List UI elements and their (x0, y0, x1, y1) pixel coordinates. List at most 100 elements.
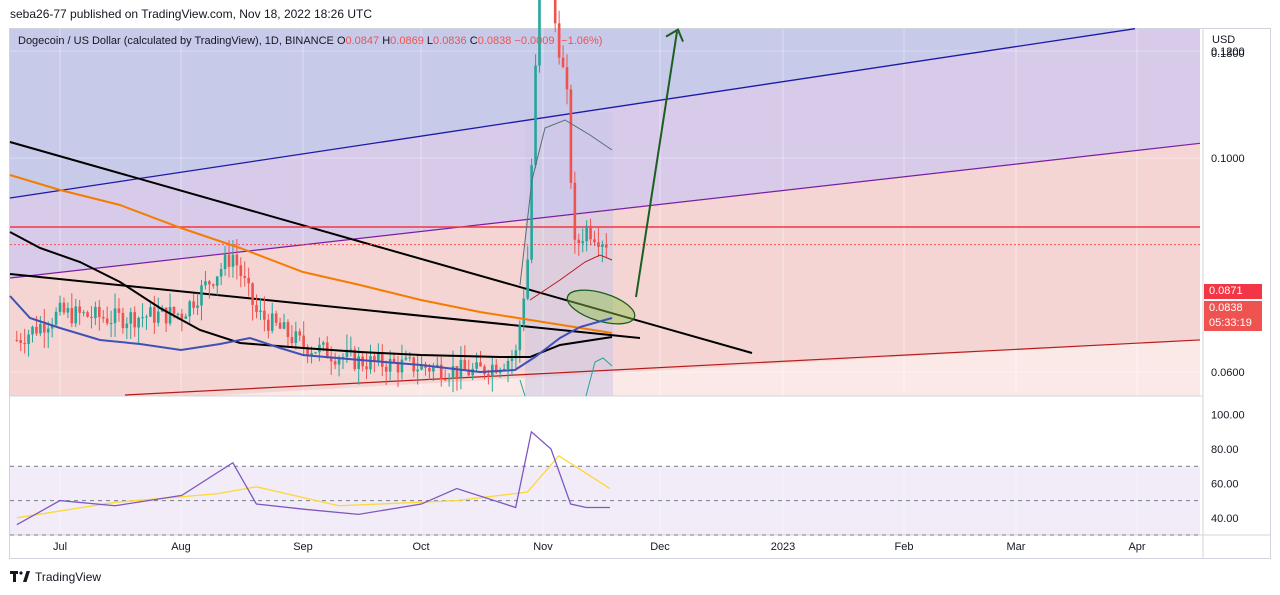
candle-body (451, 366, 455, 379)
candle-body (278, 322, 282, 329)
candle-body (314, 352, 317, 354)
time-tick-label: Nov (533, 541, 553, 553)
candle-body (172, 307, 176, 314)
bollinger-upper (519, 119, 613, 286)
candle-body (204, 281, 207, 286)
last-price-tag: 0.0838 (1204, 301, 1262, 316)
candle-body (514, 350, 518, 359)
candle-body (428, 367, 431, 372)
candle-body (223, 254, 227, 270)
price-tick-label: 0.1800 (1211, 48, 1245, 60)
low-value: 0.0836 (433, 35, 467, 47)
projection-arrow-shaft (635, 31, 678, 298)
candle-body (384, 366, 388, 372)
low-label: L (426, 35, 434, 47)
rsi-tick-label: 40.00 (1211, 513, 1239, 525)
change-value: −0.0009 (−1.06%) (514, 35, 603, 47)
bollinger-lower-a (519, 379, 526, 397)
candle-body (109, 323, 113, 325)
candlestick-series (15, 0, 608, 393)
candle-body (133, 312, 136, 328)
candle-body (215, 276, 219, 286)
candle-body (585, 225, 588, 242)
time-tick-label: Jul (53, 541, 67, 553)
candle-body (553, 0, 557, 24)
candle-body (74, 306, 78, 324)
consolidation-ellipse (566, 289, 636, 325)
candle-body (400, 359, 404, 373)
rsi-tick-label: 100.00 (1211, 410, 1245, 422)
close-label: C (469, 35, 478, 47)
high-value: 0.0869 (390, 35, 424, 47)
candle-body (243, 276, 247, 278)
candle-body (557, 23, 561, 58)
candle-body (125, 323, 129, 329)
candle-body (176, 313, 180, 315)
candle-body (526, 259, 529, 299)
candle-body (219, 269, 223, 277)
candle-body (15, 339, 19, 341)
price-tick-label: 0.0600 (1211, 367, 1245, 379)
candle-body (239, 265, 243, 277)
candle-body (208, 281, 211, 285)
candle-body (86, 312, 89, 317)
candle-body (145, 316, 148, 318)
close-value: 0.0838 (477, 35, 512, 47)
candle-body (577, 239, 581, 244)
candle-body (573, 182, 577, 240)
brand-name: TradingView (35, 570, 102, 584)
candle-body (408, 357, 412, 359)
candle-body (259, 310, 262, 313)
ma50-line (9, 295, 613, 374)
candle-body (388, 358, 392, 372)
candle-body (39, 324, 42, 334)
indicator-overlays (9, 119, 613, 397)
candle-body (274, 313, 278, 323)
candle-body (483, 366, 486, 375)
candle-body (66, 308, 70, 313)
candle-body (46, 328, 50, 333)
candle-body (475, 362, 478, 369)
plot-background (10, 29, 1200, 535)
candle-body (298, 331, 302, 336)
candle-body (380, 353, 384, 367)
time-tick-label: Dec (650, 541, 670, 553)
time-tick-label: Oct (412, 541, 429, 553)
countdown-tag: 05:33:19 (1204, 316, 1262, 331)
candle-body (290, 337, 294, 344)
candle-body (522, 298, 526, 325)
channel-middle-line (9, 142, 1201, 279)
rsi-panel (16, 430, 611, 526)
candle-body (141, 317, 144, 319)
candle-body (19, 340, 23, 343)
candle-body (282, 322, 286, 329)
candle-body (459, 359, 463, 378)
candle-body (35, 326, 38, 334)
grid-lines (10, 29, 1270, 558)
candle-body (463, 359, 467, 370)
descending-trendline-2 (9, 273, 641, 339)
high-label: H (382, 35, 391, 47)
candle-body (90, 316, 93, 319)
candle-body (129, 312, 133, 324)
symbol-legend: Dogecoin / US Dollar (calculated by Trad… (18, 35, 602, 47)
candle-body (231, 254, 235, 267)
candle-body (27, 334, 30, 345)
candle-body (227, 254, 231, 267)
candle-body (432, 366, 435, 372)
channel-lower-line (124, 339, 1201, 396)
candle-body (137, 317, 140, 328)
candle-body (534, 65, 537, 166)
candle-body (487, 374, 490, 377)
candle-body (263, 310, 266, 320)
candle-body (530, 165, 533, 260)
footer-brand[interactable]: TradingView (10, 570, 101, 584)
candle-body (156, 311, 160, 323)
candle-body (337, 358, 341, 365)
candle-body (113, 308, 117, 324)
chart-frame (9, 28, 1271, 559)
rsi-tick-label: 60.00 (1211, 478, 1239, 490)
candle-body (439, 364, 443, 380)
candle-body (247, 277, 250, 284)
